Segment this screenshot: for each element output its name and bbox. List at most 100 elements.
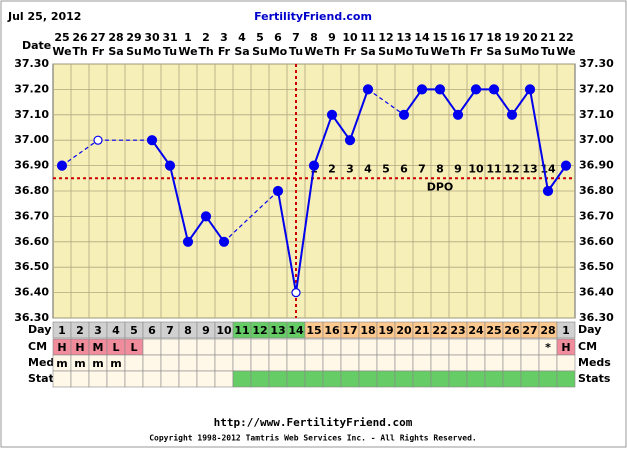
cm-cell — [466, 338, 486, 356]
temp-point — [542, 185, 554, 197]
y-tick-label-right: 37.30 — [579, 57, 614, 70]
temp-point — [506, 109, 518, 120]
y-tick-label: 37.00 — [14, 133, 49, 146]
x-tick-label: 12 — [378, 31, 393, 44]
temp-point — [560, 160, 572, 171]
stats-cell — [106, 370, 126, 388]
temp-segment — [169, 165, 189, 243]
x-tick-label: 22 — [558, 31, 573, 44]
day-value: 26 — [504, 324, 520, 337]
temp-point — [164, 160, 176, 171]
x-tick-label: 6 — [274, 31, 282, 44]
weekday-label: Mo — [521, 45, 540, 58]
temp-point — [362, 84, 374, 95]
dpo-number: 10 — [468, 162, 484, 175]
weekday-label: Fr — [218, 45, 231, 58]
day-value: 22 — [432, 324, 447, 337]
dpo-number: 5 — [382, 162, 390, 175]
weekday-label: Sa — [486, 45, 501, 58]
stats-cell — [304, 370, 324, 388]
day-value: 28 — [540, 324, 555, 337]
day-value: 1 — [562, 324, 570, 337]
temp-segment — [457, 88, 477, 116]
y-tick-label: 36.30 — [14, 311, 49, 324]
row-label: Day — [28, 323, 51, 336]
meds-cell — [466, 354, 486, 372]
x-tick-label: 30 — [144, 31, 160, 44]
cm-cell — [520, 338, 540, 356]
temp-point — [398, 109, 410, 120]
temp-point — [416, 84, 428, 95]
x-tick-label: 2 — [202, 31, 210, 44]
meds-cell — [358, 354, 378, 372]
weekday-label: Su — [252, 45, 268, 58]
stats-cell — [358, 370, 378, 388]
x-tick-label: 28 — [108, 31, 123, 44]
x-tick-label: 29 — [126, 31, 141, 44]
dpo-number: 13 — [522, 162, 537, 175]
temp-segment — [439, 88, 459, 116]
day-value: 7 — [166, 324, 174, 337]
day-value: 14 — [288, 324, 304, 337]
dpo-number: 11 — [486, 162, 501, 175]
day-value: 19 — [378, 324, 393, 337]
x-tick-label: 3 — [220, 31, 228, 44]
y-tick-label-right: 36.50 — [579, 260, 614, 273]
x-tick-label: 11 — [360, 31, 375, 44]
chart-title: FertilityFriend.com — [254, 10, 372, 23]
cm-cell — [358, 338, 378, 356]
meds-cell — [160, 354, 180, 372]
cm-cell — [250, 338, 270, 356]
cm-cell — [448, 338, 468, 356]
temp-point — [182, 236, 194, 247]
temp-segment — [187, 215, 207, 243]
row-label-right: CM — [578, 340, 597, 353]
day-value: 15 — [306, 324, 321, 337]
temp-segment — [223, 190, 279, 243]
meds-cell — [394, 354, 414, 372]
y-tick-label: 37.10 — [14, 108, 49, 121]
weekday-label: Th — [72, 45, 87, 58]
x-tick-label: 27 — [90, 31, 105, 44]
weekday-label: We — [556, 45, 575, 58]
temp-point — [488, 84, 500, 95]
y-tick-label: 36.50 — [14, 260, 49, 273]
day-value: 5 — [130, 324, 138, 337]
x-tick-label: 15 — [432, 31, 447, 44]
y-tick-label: 37.20 — [14, 82, 49, 95]
x-tick-label: 1 — [184, 31, 192, 44]
meds-cell — [178, 354, 198, 372]
meds-cell — [142, 354, 162, 372]
cm-value: L — [112, 341, 119, 354]
meds-cell — [556, 354, 576, 372]
dpo-number: 4 — [364, 162, 372, 175]
y-tick-label-right: 36.30 — [579, 311, 614, 324]
x-tick-label: 19 — [504, 31, 519, 44]
y-tick-label: 36.60 — [14, 235, 49, 248]
temp-segment — [403, 88, 423, 116]
meds-cell — [196, 354, 216, 372]
cm-cell — [340, 338, 360, 356]
stats-cell — [412, 370, 432, 388]
stats-cell — [160, 370, 180, 388]
stats-cell — [232, 370, 252, 388]
x-tick-label: 4 — [238, 31, 246, 44]
cm-cell — [430, 338, 450, 356]
meds-value: m — [74, 357, 85, 370]
temp-segment — [205, 215, 225, 243]
cm-cell — [412, 338, 432, 356]
temp-segment — [313, 114, 333, 166]
temp-segment — [61, 139, 99, 167]
cm-cell — [160, 338, 180, 356]
temp-point — [200, 211, 212, 222]
temp-point — [344, 135, 356, 146]
dpo-number: 12 — [504, 162, 519, 175]
temp-point — [434, 84, 446, 95]
cm-value: H — [75, 341, 84, 354]
weekday-label: Th — [198, 45, 213, 58]
temp-point — [56, 160, 68, 171]
x-tick-label: 21 — [540, 31, 555, 44]
meds-cell — [250, 354, 270, 372]
copyright: Copyright 1998-2012 Tamtris Web Services… — [149, 433, 477, 443]
stats-cell — [124, 370, 144, 388]
